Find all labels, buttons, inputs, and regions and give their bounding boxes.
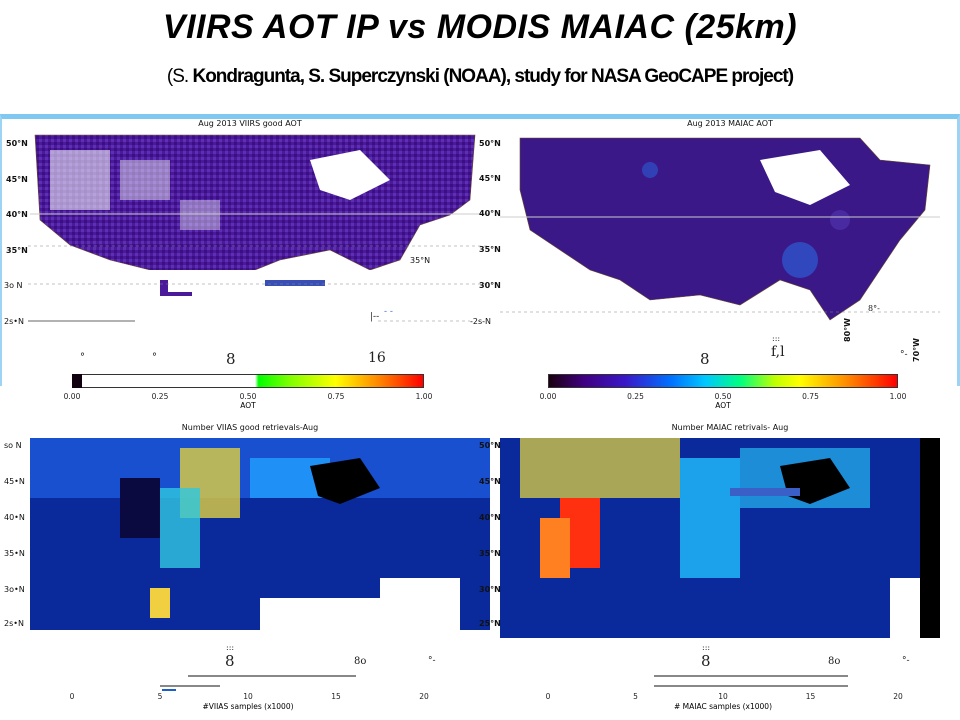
aot-colorbar-left [72,374,424,388]
count-tick: 0 [69,692,75,701]
lat-label-40n-br: 40°N [479,513,501,522]
lat-label-40n-bl: 40•N [4,513,25,522]
slide-title: VIIRS AOT IP vs MODIS MAIAC (25km) [162,8,798,46]
lat-label-35n-right: 35°N [479,245,501,254]
aot-tick: 0.00 [63,392,81,401]
count-tick: 5 [157,692,163,701]
aot-colorbar-right-label: AOT [715,401,731,410]
stray-glyph: 8 [225,652,235,670]
lat-label-25n: 2s•N [4,317,24,326]
aot-tick: 0.75 [802,392,819,401]
map-maiac-aot [500,130,940,350]
aot-tick: 0.50 [714,392,732,401]
lon-label-80w: 80°W [843,318,852,342]
panel-title-viirs-aot: Aug 2013 VIIRS good AOT [198,119,302,128]
stray-glyph: - - [384,307,393,317]
lat-label-50n-bl: so N [4,441,22,450]
top-panels-frame [0,114,960,386]
stray-glyph: 8o [354,656,367,667]
lat-label-35n-br: 35°N [479,549,501,558]
aot-colorbar-right [548,374,898,388]
lat-label-50n: 50°N [6,139,28,148]
slide-subtitle: (S. Kondragunta, S. Superczynski (NOAA),… [0,66,960,88]
guide-lines-top-left [28,245,490,322]
count-tick: 20 [419,692,429,701]
subtitle-prefix: (S. [166,66,193,87]
lat-label-45n-br: 45°N [479,477,501,486]
lat-label-right-35n: 35°N [410,256,431,265]
count-tick: 10 [718,692,728,701]
lat-label-30n-bl: 3o•N [4,585,25,594]
stray-glyph: 8°- [868,304,880,313]
aot-tick: 0.25 [151,392,169,401]
panel-title-maiac-count: Number MAIAC retrivals- Aug [671,423,789,432]
stray-glyph: ::: [772,334,781,343]
lat-label-30n: 3o N [4,281,23,290]
lat-label-50n-br: 50°N [479,441,501,450]
lat-label-right-25n: -2s-N [470,317,492,326]
map-viirs-count [30,438,490,630]
stray-glyph: 16 [368,350,386,366]
lat-label-25n-bl: 2s•N [4,619,24,628]
lat-label-35n-bl: 35•N [4,549,25,558]
lat-label-45n-right: 45°N [479,174,501,183]
count-tick: 0 [545,692,551,701]
count-tick: 20 [893,692,903,701]
lon-label-70w: 70°W [912,338,921,362]
count-colorbar-right-strip [654,675,848,687]
subtitle-authors: Kondragunta, S. Superczynski (NOAA), stu… [192,66,794,87]
stray-glyph: 8o [828,656,841,667]
stray-glyph: 8 [701,652,711,670]
count-colorbar-left-strip [160,675,356,691]
stray-glyph: °- [428,656,436,666]
panel-title-maiac-aot: Aug 2013 MAIAC AOT [687,119,773,128]
stray-glyph: °- [900,350,908,360]
stray-glyph: 8 [226,350,236,368]
aot-tick: 0.50 [239,392,257,401]
aot-tick: 1.00 [889,392,907,401]
count-colorbar-left-label: #VIIAS samples (x1000) [202,702,294,711]
stray-glyph: ° [152,352,157,363]
aot-tick: 0.25 [627,392,644,401]
aot-tick: 0.75 [327,392,345,401]
map-maiac-count [500,438,940,638]
stray-glyph: 8 [700,350,710,368]
stray-glyph: ° [80,352,85,363]
lat-label-25n-br: 25°N [479,619,501,628]
count-tick: 15 [805,692,816,701]
stray-glyph: ::: [702,643,711,652]
aot-colorbar-left-lowblock [72,374,82,388]
count-tick: 15 [331,692,341,701]
map-viirs-aot [30,134,490,330]
aot-tick: 0.00 [539,392,557,401]
count-colorbar-right-label: # MAIAC samples (x1000) [673,702,773,711]
stray-glyph: ::: [226,643,235,652]
lat-label-45n: 45°N [6,175,28,184]
stray-glyph: °- [902,656,910,666]
aot-tick: 1.00 [415,392,433,401]
lat-label-50n-right: 50°N [479,139,501,148]
lat-label-30n-br: 30°N [479,585,501,594]
panel-title-viirs-count: Number VIIAS good retrievals-Aug [181,423,319,432]
lat-label-40n: 40°N [6,210,28,219]
aot-colorbar-left-label: AOT [240,401,256,410]
count-tick: 5 [633,692,638,701]
lat-label-30n-right: 30°N [479,281,501,290]
lat-label-35n: 35°N [6,246,28,255]
stray-glyph: |-- [370,312,380,322]
stray-glyph: f,l [771,344,785,360]
lat-label-45n-bl: 45•N [4,477,25,486]
lat-label-40n-right: 40°N [479,209,501,218]
count-tick: 10 [243,692,253,701]
